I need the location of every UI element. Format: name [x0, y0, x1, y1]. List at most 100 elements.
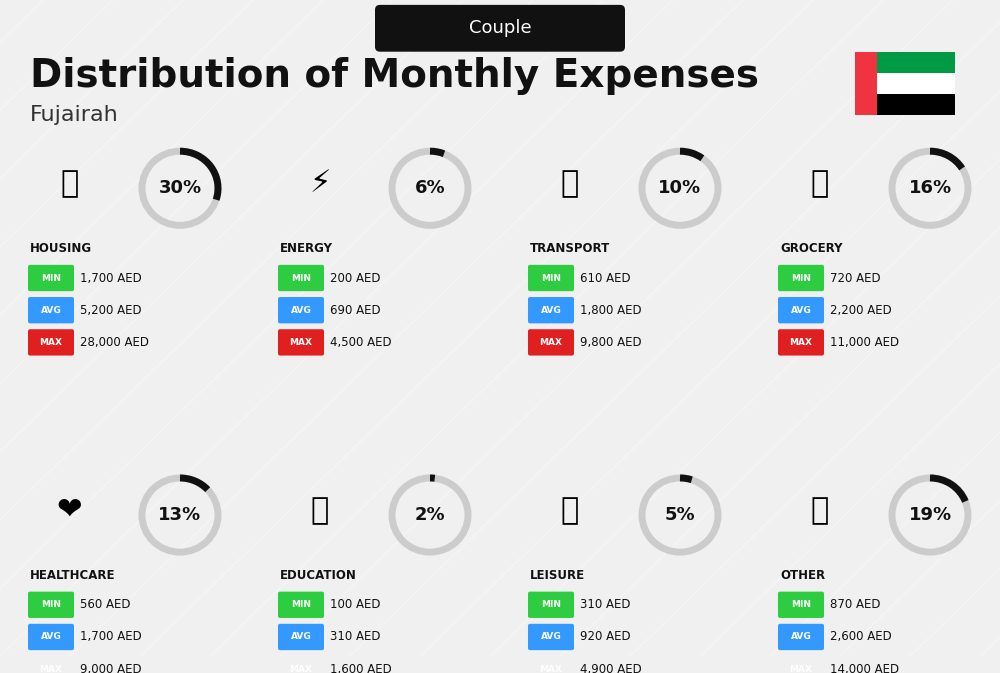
FancyBboxPatch shape [528, 265, 574, 291]
FancyBboxPatch shape [778, 656, 824, 673]
Text: 1,800 AED: 1,800 AED [580, 304, 642, 317]
FancyBboxPatch shape [28, 329, 74, 355]
Text: 💰: 💰 [811, 496, 829, 525]
Text: 9,800 AED: 9,800 AED [580, 336, 642, 349]
Text: OTHER: OTHER [780, 569, 825, 581]
Text: 14,000 AED: 14,000 AED [830, 663, 899, 673]
Text: 1,600 AED: 1,600 AED [330, 663, 392, 673]
Text: EDUCATION: EDUCATION [280, 569, 357, 581]
FancyBboxPatch shape [778, 624, 824, 650]
FancyBboxPatch shape [278, 329, 324, 355]
Text: MIN: MIN [291, 600, 311, 609]
Text: 13%: 13% [158, 506, 202, 524]
Text: 5%: 5% [665, 506, 695, 524]
Text: 610 AED: 610 AED [580, 271, 631, 285]
FancyBboxPatch shape [375, 5, 625, 52]
Text: MIN: MIN [541, 273, 561, 283]
Text: 1,700 AED: 1,700 AED [80, 631, 142, 643]
FancyBboxPatch shape [28, 592, 74, 618]
Text: AVG: AVG [41, 633, 61, 641]
FancyBboxPatch shape [528, 656, 574, 673]
Text: 🏢: 🏢 [61, 169, 79, 198]
Text: GROCERY: GROCERY [780, 242, 842, 255]
Text: TRANSPORT: TRANSPORT [530, 242, 610, 255]
Text: 6%: 6% [415, 179, 445, 197]
Text: 9,000 AED: 9,000 AED [80, 663, 142, 673]
Text: 4,900 AED: 4,900 AED [580, 663, 642, 673]
FancyBboxPatch shape [778, 592, 824, 618]
Text: MAX: MAX [40, 665, 62, 673]
Text: 100 AED: 100 AED [330, 598, 380, 611]
Text: 2%: 2% [415, 506, 445, 524]
Text: 4,500 AED: 4,500 AED [330, 336, 392, 349]
FancyBboxPatch shape [28, 656, 74, 673]
Text: AVG: AVG [291, 306, 311, 315]
Text: 🚌: 🚌 [561, 169, 579, 198]
Text: 1,700 AED: 1,700 AED [80, 271, 142, 285]
Text: 30%: 30% [158, 179, 202, 197]
FancyBboxPatch shape [778, 329, 824, 355]
Text: 720 AED: 720 AED [830, 271, 881, 285]
Text: MAX: MAX [40, 338, 62, 347]
Text: AVG: AVG [41, 306, 61, 315]
FancyBboxPatch shape [278, 297, 324, 323]
Text: 920 AED: 920 AED [580, 631, 631, 643]
Text: AVG: AVG [541, 633, 561, 641]
Text: AVG: AVG [791, 306, 811, 315]
Text: 🛍️: 🛍️ [561, 496, 579, 525]
Text: 870 AED: 870 AED [830, 598, 881, 611]
Text: MIN: MIN [791, 600, 811, 609]
Text: 200 AED: 200 AED [330, 271, 380, 285]
Text: 🎓: 🎓 [311, 496, 329, 525]
FancyBboxPatch shape [855, 94, 955, 115]
Text: 690 AED: 690 AED [330, 304, 381, 317]
FancyBboxPatch shape [278, 624, 324, 650]
Text: 2,200 AED: 2,200 AED [830, 304, 892, 317]
Text: MAX: MAX [290, 665, 312, 673]
FancyBboxPatch shape [28, 265, 74, 291]
FancyBboxPatch shape [528, 297, 574, 323]
Text: 11,000 AED: 11,000 AED [830, 336, 899, 349]
Text: AVG: AVG [791, 633, 811, 641]
Text: MAX: MAX [290, 338, 312, 347]
FancyBboxPatch shape [855, 73, 955, 94]
Text: ❤️: ❤️ [57, 496, 83, 525]
Text: LEISURE: LEISURE [530, 569, 585, 581]
FancyBboxPatch shape [28, 297, 74, 323]
FancyBboxPatch shape [528, 329, 574, 355]
Text: MIN: MIN [41, 273, 61, 283]
FancyBboxPatch shape [855, 52, 955, 73]
Text: MAX: MAX [540, 665, 562, 673]
Text: 5,200 AED: 5,200 AED [80, 304, 142, 317]
FancyBboxPatch shape [278, 656, 324, 673]
Text: AVG: AVG [541, 306, 561, 315]
FancyBboxPatch shape [28, 624, 74, 650]
Text: HOUSING: HOUSING [30, 242, 92, 255]
Text: 28,000 AED: 28,000 AED [80, 336, 149, 349]
Text: ⚡: ⚡ [309, 169, 331, 198]
FancyBboxPatch shape [528, 592, 574, 618]
Text: MIN: MIN [291, 273, 311, 283]
Text: 🛒: 🛒 [811, 169, 829, 198]
FancyBboxPatch shape [528, 624, 574, 650]
Text: MAX: MAX [790, 665, 812, 673]
Text: 310 AED: 310 AED [580, 598, 631, 611]
Text: ENERGY: ENERGY [280, 242, 333, 255]
Text: Fujairah: Fujairah [30, 105, 119, 125]
Text: 10%: 10% [658, 179, 702, 197]
FancyBboxPatch shape [778, 297, 824, 323]
Text: MAX: MAX [790, 338, 812, 347]
Text: 19%: 19% [908, 506, 952, 524]
Text: Couple: Couple [469, 20, 531, 37]
Text: 16%: 16% [908, 179, 952, 197]
FancyBboxPatch shape [278, 265, 324, 291]
Text: 560 AED: 560 AED [80, 598, 130, 611]
Text: 310 AED: 310 AED [330, 631, 380, 643]
Text: HEALTHCARE: HEALTHCARE [30, 569, 116, 581]
Text: MIN: MIN [541, 600, 561, 609]
Text: 2,600 AED: 2,600 AED [830, 631, 892, 643]
FancyBboxPatch shape [278, 592, 324, 618]
FancyBboxPatch shape [778, 265, 824, 291]
Text: AVG: AVG [291, 633, 311, 641]
FancyBboxPatch shape [855, 52, 877, 115]
